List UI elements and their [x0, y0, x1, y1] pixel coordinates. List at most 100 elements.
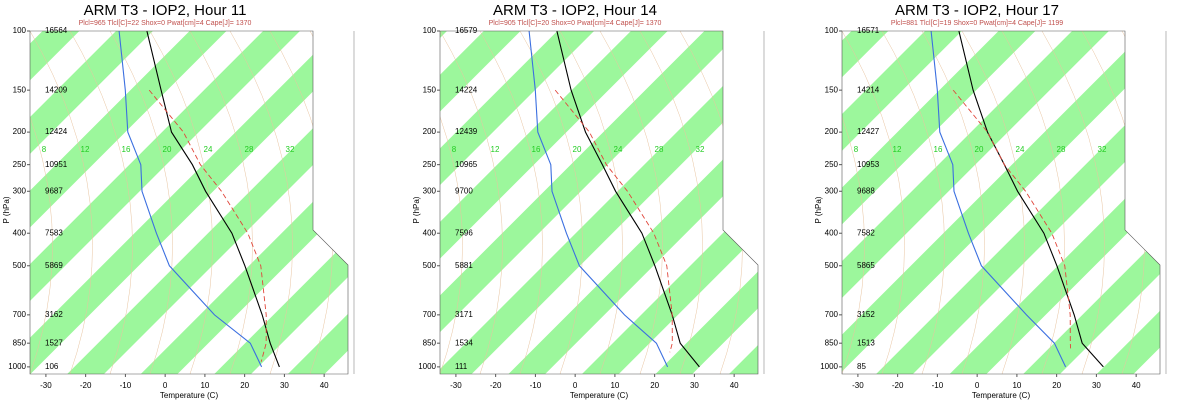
dry-adiabat	[109, 31, 173, 374]
y-axis-label: P (hPa)	[412, 196, 421, 223]
plot-area	[842, 31, 1183, 374]
y-tick-label: 200	[825, 127, 839, 136]
x-axis-label: Temperature (C)	[160, 391, 219, 400]
x-tick-label: 20	[650, 381, 659, 390]
height-label: 1534	[455, 338, 473, 347]
mixing-ratio-label: 32	[286, 145, 295, 154]
x-tick-label: 0	[163, 381, 168, 390]
mixing-ratio-label: 12	[81, 145, 90, 154]
x-axis-label: Temperature (C)	[570, 391, 629, 400]
x-tick-label: 10	[1012, 381, 1021, 390]
height-label: 106	[45, 362, 59, 371]
mixing-ratio-label: 8	[452, 145, 457, 154]
height-label: 12424	[45, 127, 68, 136]
dry-adiabat	[30, 31, 53, 374]
height-label: 9688	[857, 186, 875, 195]
x-tick-label: 0	[573, 381, 578, 390]
y-tick-label: 250	[423, 160, 437, 169]
x-axis-label: Temperature (C)	[972, 391, 1031, 400]
mixing-ratio-label: 8	[42, 145, 47, 154]
sounding-line	[528, 31, 669, 368]
dry-adiabat	[519, 31, 583, 374]
y-tick-label: 250	[13, 160, 27, 169]
dry-adiabat	[479, 31, 543, 374]
y-tick-label: 150	[423, 85, 437, 94]
y-tick-label: 500	[13, 261, 27, 270]
mixing-ratio-label: 16	[532, 145, 541, 154]
dry-adiabat	[921, 31, 985, 374]
x-tick-label: 30	[1092, 381, 1101, 390]
mixing-ratio-bands	[30, 31, 348, 374]
y-tick-label: 200	[423, 127, 437, 136]
dry-adiabat	[1001, 31, 1065, 374]
dry-adiabat	[229, 31, 293, 374]
x-tick-label: -20	[490, 381, 502, 390]
x-tick-label: 40	[320, 381, 329, 390]
y-axis-label: P (hPa)	[2, 196, 11, 223]
mixing-ratio-label: 28	[245, 145, 254, 154]
dry-adiabat	[30, 31, 93, 374]
dry-adiabat	[69, 31, 133, 374]
y-tick-label: 1000	[8, 362, 26, 371]
y-tick-label: 400	[825, 228, 839, 237]
plot-area	[440, 31, 758, 374]
plot-frame	[29, 30, 349, 375]
dry-adiabat	[639, 31, 703, 374]
y-tick-label: 100	[13, 26, 27, 35]
y-tick-label: 100	[423, 26, 437, 35]
y-tick-label: 100	[825, 26, 839, 35]
y-tick-label: 700	[423, 310, 437, 319]
height-label: 7583	[45, 228, 63, 237]
y-tick-label: 150	[13, 85, 27, 94]
mixing-ratio-label: 28	[655, 145, 664, 154]
x-tick-label: -30	[40, 381, 52, 390]
dry-adiabat	[881, 31, 945, 374]
dry-adiabat	[559, 31, 623, 374]
x-tick-label: -10	[932, 381, 944, 390]
sounding-line	[952, 89, 1072, 349]
x-tick-label: 0	[975, 381, 980, 390]
dry-adiabat	[350, 31, 413, 374]
plot-area	[30, 31, 413, 374]
y-tick-label: 400	[13, 228, 27, 237]
x-tick-label: -10	[530, 381, 542, 390]
height-label: 16564	[45, 26, 68, 35]
height-label: 85	[857, 362, 866, 371]
dry-adiabat	[1041, 31, 1105, 374]
height-label: 1527	[45, 338, 63, 347]
height-label: 16571	[857, 26, 880, 35]
dry-adiabat	[842, 31, 865, 374]
height-label: 14209	[45, 85, 68, 94]
height-label: 12439	[455, 127, 478, 136]
y-tick-label: 400	[423, 228, 437, 237]
dry-adiabat	[1162, 31, 1183, 374]
x-tick-label: -20	[892, 381, 904, 390]
chart-subtitle: Plcl=965 Tlcl[C]=22 Shox=0 Pwat[cm]=4 Ca…	[79, 20, 252, 27]
height-label: 5869	[45, 261, 63, 270]
height-label: 10965	[455, 160, 478, 169]
height-label: 3162	[45, 310, 63, 319]
mixing-ratio-label: 20	[975, 145, 984, 154]
mixing-ratio-label: 12	[491, 145, 500, 154]
sounding-line	[958, 31, 1104, 368]
dry-adiabat	[440, 31, 463, 374]
x-tick-label: 40	[730, 381, 739, 390]
x-tick-label: -10	[120, 381, 132, 390]
chart-title: ARM T3 - IOP2, Hour 11	[84, 2, 247, 19]
height-label: 10951	[45, 160, 68, 169]
height-label: 7596	[455, 228, 473, 237]
x-tick-label: -30	[450, 381, 462, 390]
sounding-line	[554, 89, 673, 353]
y-tick-label: 850	[825, 338, 839, 347]
x-tick-label: 20	[240, 381, 249, 390]
x-tick-label: -30	[852, 381, 864, 390]
height-label: 3152	[857, 310, 875, 319]
mixing-ratio-label: 24	[1016, 145, 1025, 154]
plot-frame	[841, 30, 1161, 375]
mixing-ratio-label: 16	[934, 145, 943, 154]
x-tick-label: 30	[280, 381, 289, 390]
x-tick-label: 10	[200, 381, 209, 390]
mixing-ratio-bands	[842, 31, 1160, 374]
sounding-line	[556, 31, 700, 368]
